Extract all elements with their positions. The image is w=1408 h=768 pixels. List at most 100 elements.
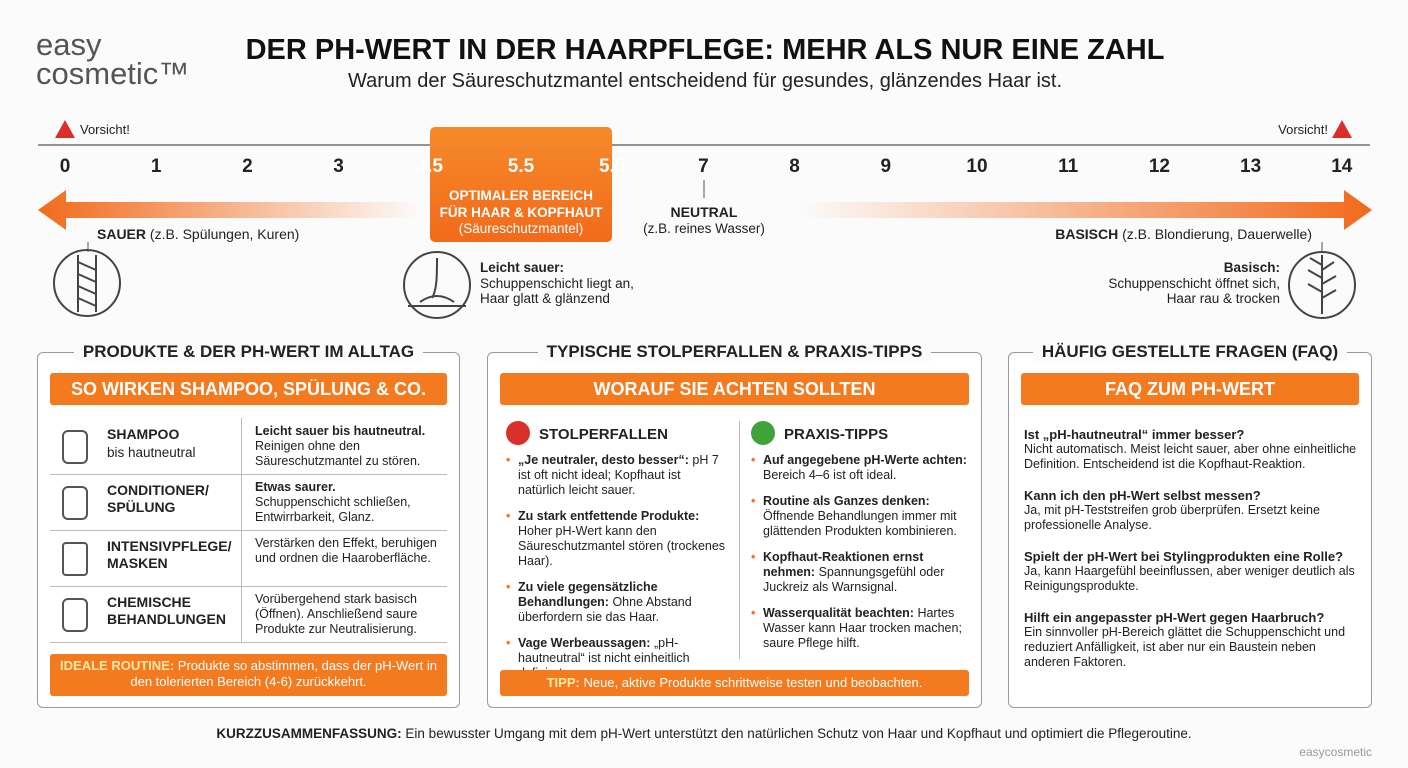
banner: FAQ ZUM PH-WERT [1021,373,1359,405]
watermark: easycosmetic [1299,745,1372,759]
banner: SO WIRKEN SHAMPOO, SPÜLUNG & CO. [50,373,447,405]
title: DER PH-WERT IN DER HAARPFLEGE: MEHR ALS … [245,34,1165,66]
faq-question: Hilft ein angepasster pH-Wert gegen Haar… [1024,610,1325,625]
neutral-label: NEUTRAL [670,204,738,220]
routine-banner-bold: IDEALE ROUTINE: [60,658,175,673]
bullet: • [751,453,756,467]
scale-label: 2 [242,156,253,177]
cross-icon [506,421,530,445]
column-title: STOLPERFALLEN [539,426,668,443]
caution: Vorsicht! [1278,122,1328,137]
effect-text: Haar glatt & glänzend [480,291,610,306]
item-text: Öffnende Behandlungen immer mit glättend… [763,509,957,538]
item-bold: Kopfhaut-Reaktionen ernst nehmen: [763,550,924,579]
product-name: CONDITIONER/ SPÜLUNG [107,482,209,515]
faq-answer: Ja, mit pH-Teststreifen grob überprüfen.… [1024,503,1320,532]
list-item: • Auf angegebene pH-Werte achten: Bereich… [751,453,976,483]
product-desc-text: Reinigen ohne den Säureschutzmantel zu s… [255,439,421,468]
logo: easy [36,27,102,62]
panel-heading: HÄUFIG GESTELLTE FRAGEN (FAQ) [1009,342,1371,362]
list-item: • Wasserqualität beachten: Hartes Wasser … [751,606,976,651]
product-desc-text: Schuppenschicht schließen, Entwirrbarkei… [255,495,411,524]
panel-heading: PRODUKTE & DER PH-WERT IM ALLTAG [38,342,459,362]
bullet: • [751,550,756,564]
scale-label: 0 [59,156,71,177]
panel: HÄUFIG GESTELLTE FRAGEN (FAQ) FAQ ZUM PH-… [1008,342,1372,708]
row-divider [50,586,447,587]
list-item: • „Je neutraler, desto besser“: pH 7 ist … [506,453,731,498]
scale-label: 10 [966,156,988,177]
warning-icon [1332,120,1352,138]
warning-icon [55,120,75,138]
effect-text: Haar rau & trocken [1166,291,1280,306]
faq-item: Ist „pH-hautneutral“ immer besser? Nicht … [1024,427,1359,472]
list-item: • Kopfhaut-Reaktionen ernst nehmen: Spann… [751,550,976,595]
product-icon [62,542,88,576]
item-bold: Zu viele gegensätzliche Behandlungen: [518,580,658,609]
column-items: • Auf angegebene pH-Werte achten: Bereich… [751,453,976,662]
panel-heading-text: PRODUKTE & DER PH-WERT IM ALLTAG [73,342,424,361]
bullet: • [506,636,511,650]
faq-answer: Ein sinnvoller pH-Bereich glättet die Sc… [1024,625,1346,669]
product-desc: Verstärken den Effekt, beruhigen und ord… [255,536,450,566]
scale-label: 12 [1148,156,1170,177]
row-divider [50,474,447,475]
banner: WORAUF SIE ACHTEN SOLLTEN [500,373,969,405]
effect-text: Schuppenschicht öffnet sich, [1108,276,1280,291]
panel-heading: TYPISCHE STOLPERFALLEN & PRAXIS-TIPPS [488,342,981,362]
routine-banner: IDEALE ROUTINE: Produkte so abstimmen, d… [50,654,447,696]
bullet: • [506,509,511,523]
acid-label: SAUER (z.B. Spülungen, Kuren) [97,226,299,242]
scale-label: 5.5 [507,156,535,177]
scale-label: 3 [333,156,344,177]
faq-answer: Ja, kann Haargefühl beeinflussen, aber w… [1024,564,1355,593]
product-desc: Leicht sauer bis hautneutral. Reinigen oh… [255,424,450,469]
hair-icons [53,249,1356,319]
product-desc: Vorübergehend stark basisch (Öffnen). An… [255,592,450,637]
item-bold: Vage Werbeaussagen: [518,636,651,650]
summary-bold: KURZZUSAMMENFASSUNG: [216,726,402,741]
faq-answer: Nicht automatisch. Meist leicht sauer, a… [1024,442,1357,471]
product-desc-bold: Etwas saurer. [255,480,336,494]
product-icon [62,486,88,520]
item-bold: „Je neutraler, desto besser“: [518,453,689,467]
scale-label: 5.5 [598,156,626,177]
panel-heading-text: TYPISCHE STOLPERFALLEN & PRAXIS-TIPPS [537,342,932,361]
summary-text: Ein bewusster Umgang mit dem pH-Wert unt… [405,726,1192,741]
item-text: Hoher pH-Wert kann den Säureschutzmantel… [518,524,726,568]
optimal-text: (Säureschutzmantel) [458,221,584,236]
subtitle: Warum der Säureschutzmantel entscheidend… [347,70,1063,92]
product-name: INTENSIVPFLEGE/ MASKEN [107,538,232,571]
item-bold: Routine als Ganzes denken: [763,494,930,508]
scale-graphics [38,120,1372,319]
scale-label: 7 [698,156,709,177]
tip-banner: TIPP: Neue, aktive Produkte schrittweise… [500,670,969,696]
effect-text: Schuppenschicht liegt an, [480,276,634,291]
item-text: pH 7 ist oft nicht ideal; Kopfhaut ist n… [518,453,719,497]
product-desc-text: Verstärken den Effekt, beruhigen und ord… [255,536,437,565]
panel-heading-text: HÄUFIG GESTELLTE FRAGEN (FAQ) [1032,342,1348,361]
faq-question: Kann ich den pH-Wert selbst messen? [1024,488,1261,503]
faq-item: Kann ich den pH-Wert selbst messen? Ja, m… [1024,488,1359,533]
item-text: Ohne Abstand überfordern sie das Haar. [518,595,692,624]
basic-arrow [800,190,1372,230]
tip-banner-bold: TIPP: [546,675,580,690]
bullet: • [751,494,756,508]
product-name: CHEMISCHE BEHANDLUNGEN [107,594,226,627]
basic-label-text: (z.B. Blondierung, Dauerwelle) [1122,226,1312,242]
check-icon [751,421,775,445]
bullet: • [506,453,511,467]
bullet: • [751,606,756,620]
faq-item: Hilft ein angepasster pH-Wert gegen Haar… [1024,610,1359,670]
item-bold: Zu stark entfettende Produkte: [518,509,700,523]
product-name: SHAMPOO [107,426,180,442]
basic-label-bold: BASISCH [1055,226,1119,242]
column-divider [739,421,740,659]
logo: cosmetic™ [36,56,190,91]
effect-title: Leicht sauer: [480,260,565,275]
item-bold: Auf angegebene pH-Werte achten: [763,453,967,467]
effect-title: Basisch: [1223,260,1280,275]
product-icon [62,598,88,632]
item-text: Hartes Wasser kann Haar trocken machen; … [763,606,962,650]
